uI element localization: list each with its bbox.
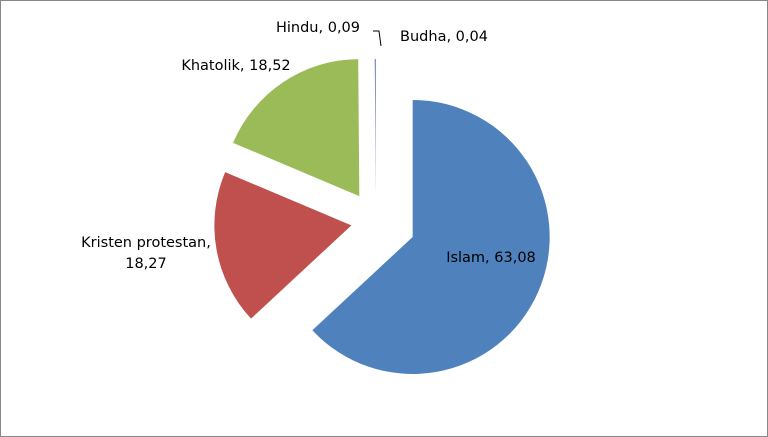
pie-slice [312,99,550,374]
data-label: Hindu, 0,09 [275,20,361,36]
pie-slice [214,172,352,319]
data-label: Budha, 0,04 [400,29,488,45]
pie-slice [374,59,376,197]
leader-line [373,30,382,47]
pie-slice [233,59,360,197]
data-label: Islam, 63,08 [446,250,536,266]
data-label: Khatolik, 18,52 [181,58,291,74]
data-label: Kristen protestan, 18,27 [81,235,211,272]
